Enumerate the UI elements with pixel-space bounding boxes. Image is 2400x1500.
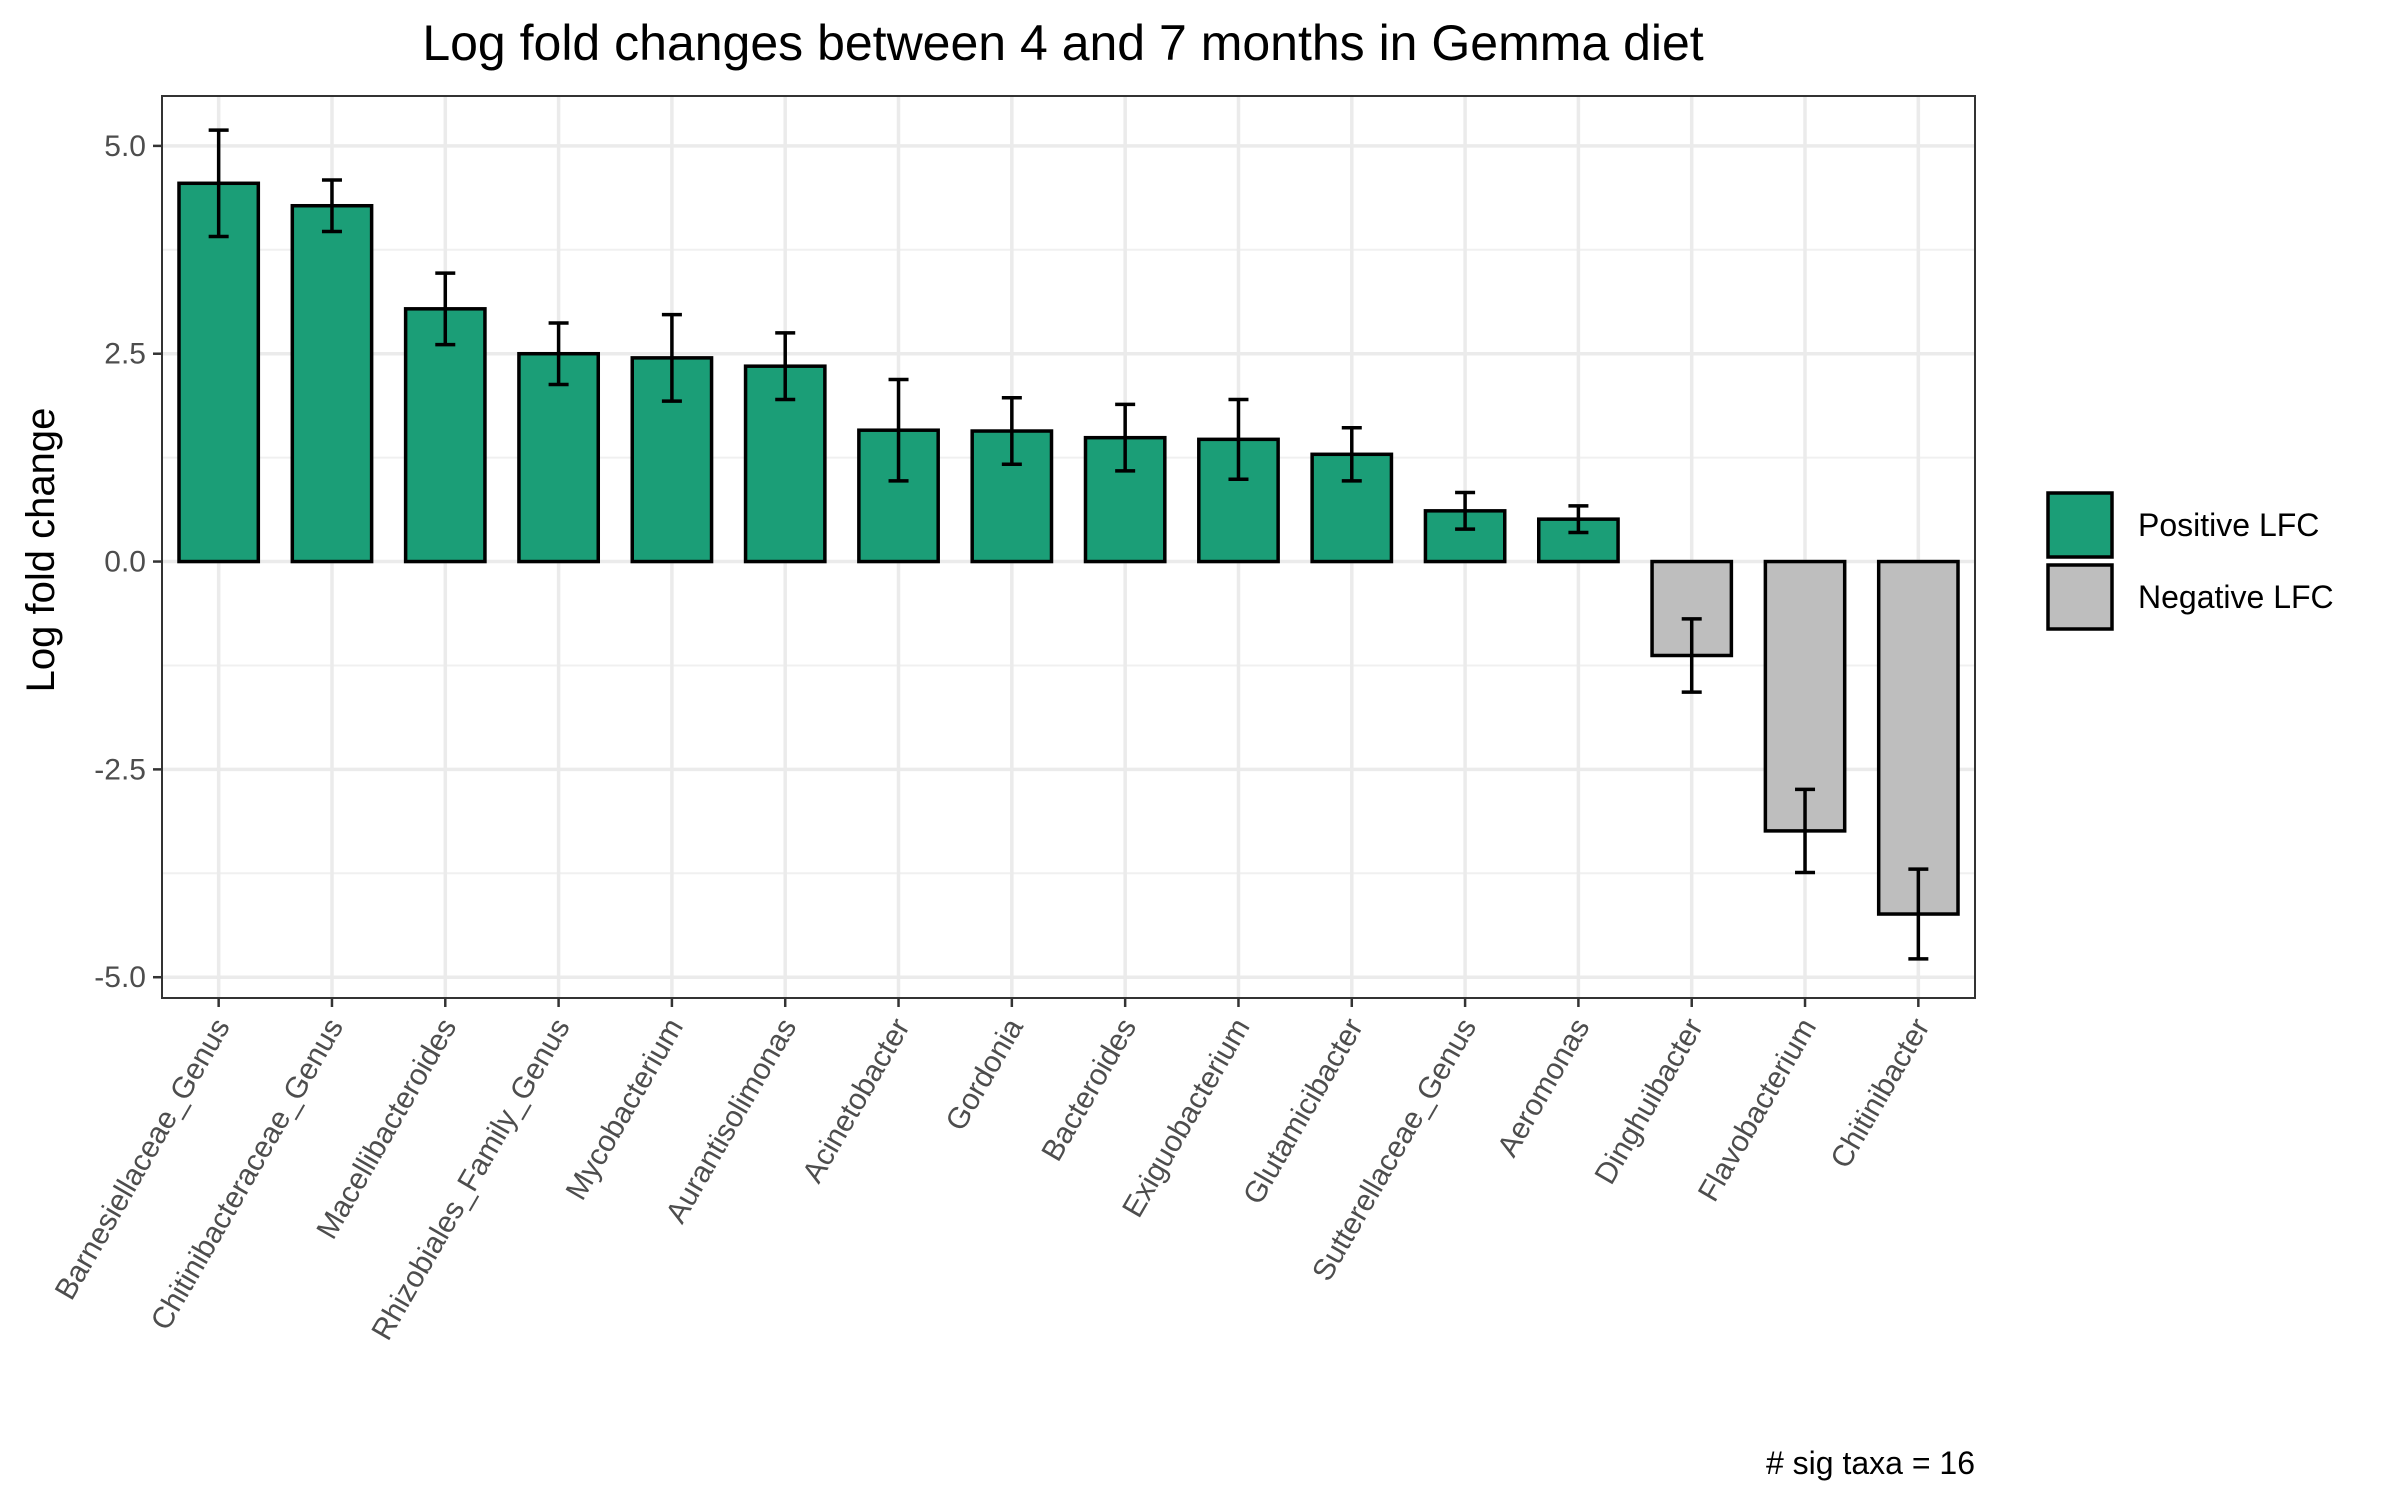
bar-macellibacteroides [403, 307, 487, 564]
error-bar [435, 271, 456, 347]
bar-rhizobiales-family-genus [517, 351, 601, 564]
y-tick-label: 0.0 [104, 546, 146, 579]
y-tick-label: -2.5 [94, 753, 146, 786]
y-tick-label: -5.0 [94, 961, 146, 994]
error-bar [321, 178, 342, 234]
x-tick-label: Acinetobacter [796, 1013, 916, 1188]
x-tick-label: Mycobacterium [560, 1013, 690, 1206]
x-tick-label: Bacteroides [1035, 1013, 1143, 1167]
x-tick-label: Glutamicibacter [1237, 1013, 1370, 1210]
legend-key-negative [2046, 563, 2114, 631]
legend: Positive LFC Negative LFC [2046, 491, 2334, 631]
legend-label-negative: Negative LFC [2138, 579, 2334, 615]
bar-chitinibacteraceae-genus [290, 203, 374, 564]
x-tick-label: Gordonia [940, 1013, 1030, 1137]
bar-barnesiellaceae-genus [177, 181, 261, 564]
y-tick-label: 2.5 [104, 338, 146, 371]
bar-flavobacterium [1763, 559, 1847, 833]
x-tick-label: Flavobacterium [1692, 1013, 1823, 1207]
error-bar [1001, 396, 1022, 467]
chart-title: Log fold changes between 4 and 7 months … [422, 15, 1703, 71]
error-bar [548, 321, 569, 387]
legend-label-positive: Positive LFC [2138, 507, 2319, 543]
plot-area: -5.0-2.50.02.55.0Barnesiellaceae_GenusCh… [49, 95, 1976, 1346]
legend-key-positive [2046, 491, 2114, 559]
sig-taxa-caption: # sig taxa = 16 [1766, 1445, 1975, 1481]
bar-exiguobacterium [1197, 437, 1280, 564]
panel-border [161, 95, 1976, 999]
error-bar [1115, 402, 1136, 473]
error-bar [1341, 425, 1362, 483]
x-tick-label: Chitinibacter [1824, 1013, 1936, 1174]
error-bar [1681, 617, 1702, 694]
error-bar [888, 377, 909, 483]
x-tick-label: Rhizobiales_Family_Genus [365, 1013, 576, 1346]
error-bar [775, 331, 796, 402]
error-bar [1455, 490, 1476, 531]
x-tick-label: Aeromonas [1491, 1013, 1596, 1162]
error-bar [208, 128, 229, 239]
error-bar [661, 312, 682, 403]
error-bar [1795, 787, 1816, 875]
x-tick-label: Aurantisolimonas [660, 1013, 804, 1229]
x-tick-label: Exiguobacterium [1116, 1013, 1256, 1223]
error-bar [1568, 504, 1589, 535]
bar-chitinibacter [1876, 559, 1960, 916]
error-bar [1908, 867, 1929, 961]
x-tick-label: Dinghuibacter [1589, 1013, 1710, 1190]
y-tick-label: 5.0 [104, 130, 146, 163]
x-tick-label: Chitinibacteraceae_Genus [145, 1013, 350, 1336]
y-axis-title: Log fold change [19, 408, 63, 693]
error-bar [1228, 397, 1249, 481]
